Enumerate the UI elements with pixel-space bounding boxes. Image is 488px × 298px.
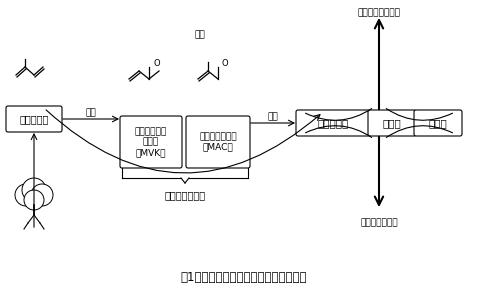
FancyBboxPatch shape xyxy=(296,110,370,136)
Circle shape xyxy=(15,184,37,206)
Text: メチルビニル
ケトン
（MVK）: メチルビニル ケトン （MVK） xyxy=(135,127,167,157)
Text: グローバルな影響: グローバルな影響 xyxy=(358,8,401,17)
Text: 一酸化炭素: 一酸化炭素 xyxy=(317,118,348,128)
FancyBboxPatch shape xyxy=(414,110,462,136)
Text: ローカルな影響: ローカルな影響 xyxy=(360,218,398,227)
Text: オゾン: オゾン xyxy=(383,118,401,128)
Text: O: O xyxy=(154,60,161,69)
Text: メタクロレイン
（MAC）: メタクロレイン （MAC） xyxy=(199,132,237,152)
Text: 反応: 反応 xyxy=(85,108,96,117)
FancyBboxPatch shape xyxy=(6,106,62,132)
Circle shape xyxy=(31,184,53,206)
FancyBboxPatch shape xyxy=(186,116,250,168)
Text: 反応: 反応 xyxy=(195,30,205,40)
FancyBboxPatch shape xyxy=(368,110,416,136)
Circle shape xyxy=(22,178,46,202)
Text: 反応: 反応 xyxy=(267,113,278,122)
FancyBboxPatch shape xyxy=(120,116,182,168)
Text: 中間反応生成物: 中間反応生成物 xyxy=(164,190,205,200)
Text: 図1　イソプレンの大気中における変化: 図1 イソプレンの大気中における変化 xyxy=(181,271,307,284)
Circle shape xyxy=(24,190,44,210)
Text: イソプレン: イソプレン xyxy=(20,114,49,124)
Text: 有機酸: 有機酸 xyxy=(428,118,447,128)
Text: O: O xyxy=(222,60,228,69)
